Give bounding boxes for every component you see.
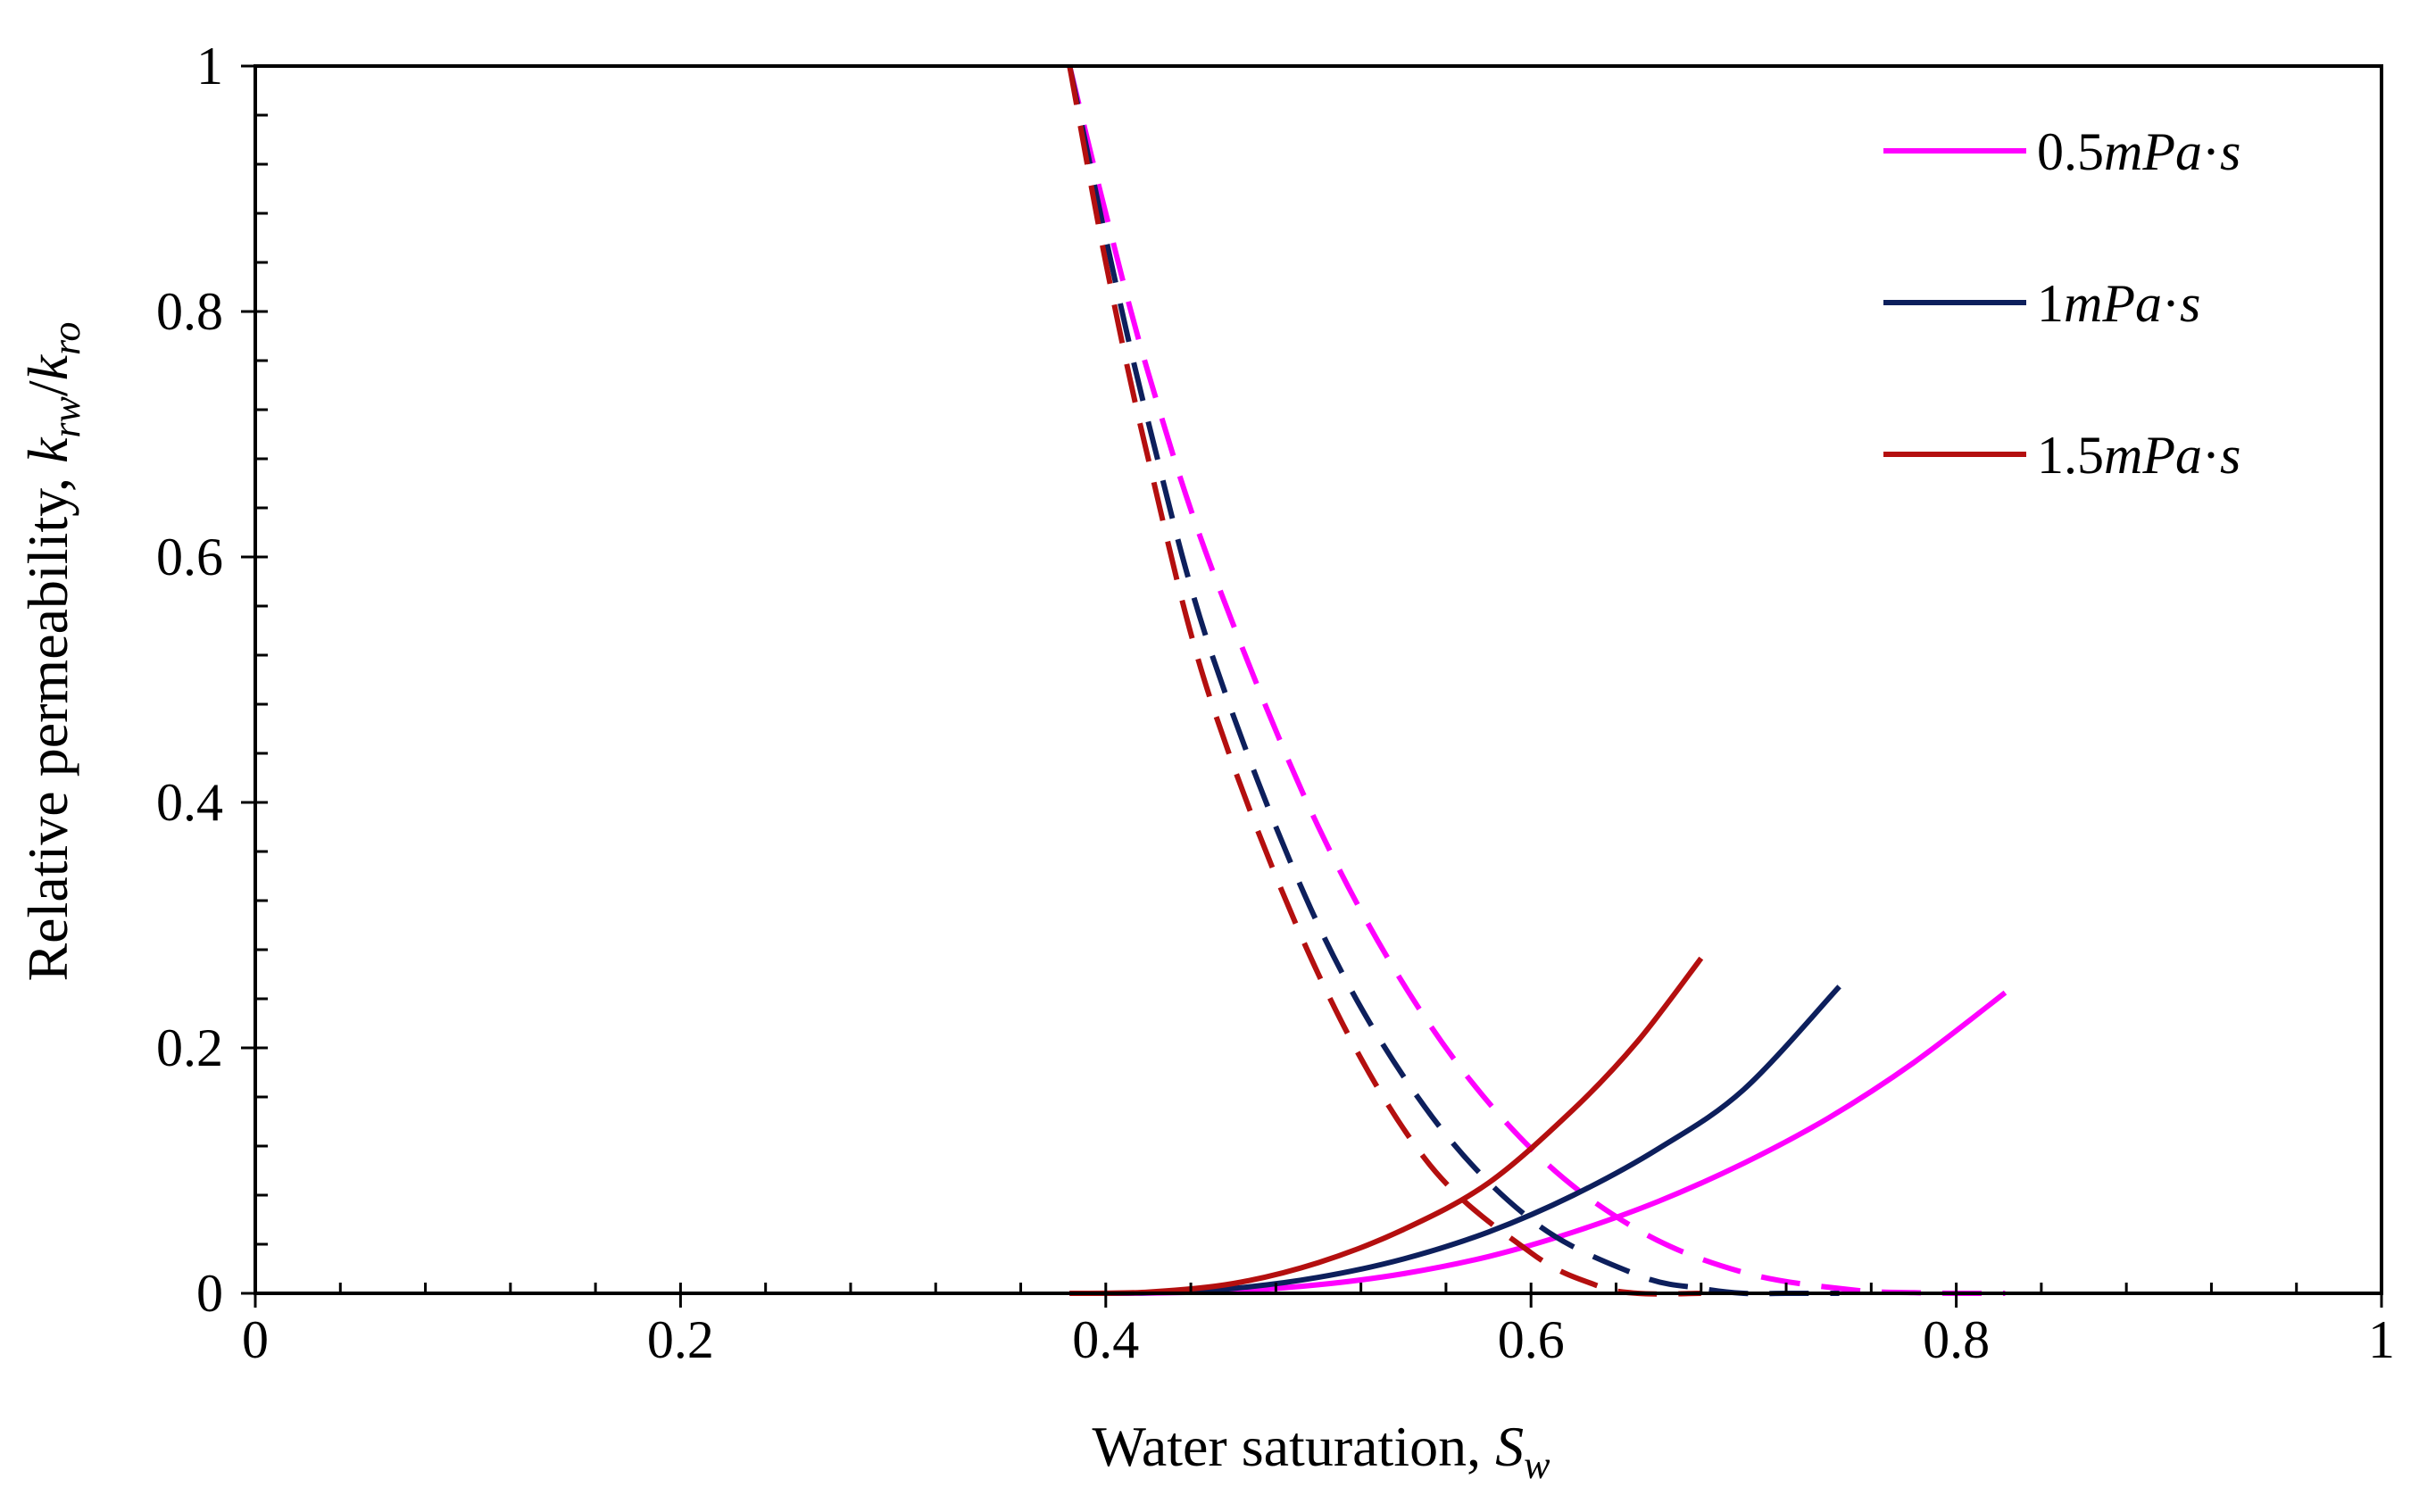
legend-item-0.5mPa-s: 0.5mPa·s [1883, 122, 2240, 181]
series-krw-solid-2 [1069, 956, 1704, 1296]
legend-label-1: 1mPa·s [2037, 274, 2200, 333]
y-axis-title: Relative permeability, krw/kro [16, 321, 88, 981]
y-tick-label: 0.6 [156, 528, 223, 586]
series-kro-dashed-0 [1067, 65, 2006, 1297]
legend-label-0.5: 0.5mPa·s [2037, 122, 2240, 181]
legend: 0.5mPa·s 1mPa·s 1.5mPa·s [1883, 122, 2240, 485]
series-kro-dashed-1 [1067, 65, 1840, 1297]
x-tick-label: 0 [242, 1310, 269, 1369]
y-tick-label: 0 [196, 1264, 223, 1323]
x-tick-label: 0.8 [1923, 1310, 1990, 1369]
legend-item-1.5mPa-s: 1.5mPa·s [1883, 426, 2240, 485]
x-tick-label: 0.6 [1498, 1310, 1565, 1369]
y-tick-label: 0.2 [156, 1018, 223, 1077]
plot-series [1067, 65, 2008, 1297]
series-kro-dashed-2 [1067, 65, 1701, 1297]
series-krw-solid-1 [1069, 984, 1841, 1296]
legend-item-1mPa-s: 1mPa·s [1883, 274, 2200, 333]
legend-label-1.5: 1.5mPa·s [2037, 426, 2240, 485]
x-tick-label: 0.4 [1072, 1310, 1139, 1369]
x-tick-label: 0.2 [647, 1310, 714, 1369]
y-tick-label: 0.8 [156, 282, 223, 341]
y-tick-label: 1 [196, 37, 223, 96]
x-axis-title: Water saturation, Sw [1093, 1415, 1551, 1487]
axes: 0 0.2 0.4 0.6 0.8 1 0 0.2 0.4 0.6 0.8 1 [156, 37, 2395, 1369]
y-tick-label: 0.4 [156, 773, 223, 832]
plot-frame [254, 64, 2383, 1295]
x-tick-label: 1 [2368, 1310, 2395, 1369]
